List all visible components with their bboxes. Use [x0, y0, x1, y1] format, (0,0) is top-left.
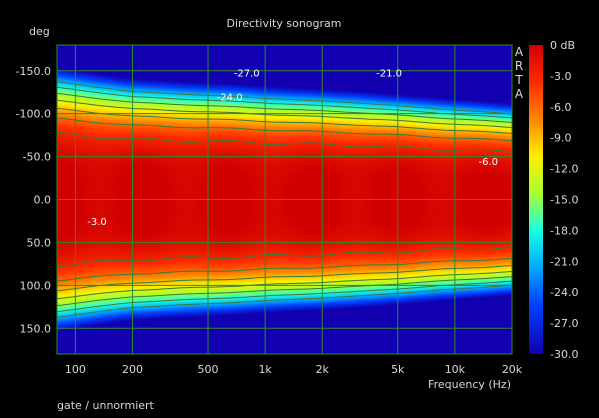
- brand-letter: T: [514, 73, 523, 87]
- colorbar-label: -15.0: [550, 194, 578, 207]
- x-axis-label: Frequency (Hz): [428, 378, 511, 391]
- colorbar-label: -30.0: [550, 348, 578, 361]
- contour-value-label: -24.0: [217, 93, 243, 104]
- brand-letter: A: [515, 45, 524, 59]
- x-tick-label: 100: [65, 363, 86, 376]
- colorbar-label: -18.0: [550, 224, 578, 237]
- contour-value-label: -27.0: [234, 68, 260, 79]
- chart-title: Directivity sonogram: [226, 17, 341, 30]
- y-axis-ticks: -150.0 -100.0 -50.0 0.0 50.0 100.0 150.0: [16, 65, 51, 336]
- x-tick-label: 1k: [258, 363, 272, 376]
- footer-note: gate / unnormiert: [57, 399, 155, 412]
- y-tick-label: 150.0: [20, 322, 52, 335]
- colorbar-label: -3.0: [550, 70, 571, 83]
- colorbar-label: -27.0: [550, 317, 578, 330]
- colorbar-label: -24.0: [550, 286, 578, 299]
- x-tick-label: 500: [198, 363, 219, 376]
- x-axis-ticks: 100 200 500 1k 2k 5k 10k 20k: [65, 363, 523, 376]
- x-tick-label: 20k: [502, 363, 523, 376]
- y-tick-label: 100.0: [20, 279, 52, 292]
- contour-value-label: -21.0: [376, 68, 402, 79]
- x-tick-label: 10k: [445, 363, 466, 376]
- brand-letter: R: [515, 59, 523, 73]
- colorbar-label: 0 dB: [550, 39, 575, 52]
- y-tick-label: 0.0: [34, 194, 52, 207]
- colorbar-label: -6.0: [550, 101, 571, 114]
- colorbar-labels: 0 dB -3.0 -6.0 -9.0 -12.0 -15.0 -18.0 -21.0 -24.…: [550, 39, 578, 361]
- y-tick-label: -100.0: [16, 108, 51, 121]
- colorbar-label: -21.0: [550, 255, 578, 268]
- y-tick-label: 50.0: [27, 236, 52, 249]
- y-tick-label: -150.0: [16, 65, 51, 78]
- contour-value-label: -3.0: [87, 217, 107, 228]
- y-tick-label: -50.0: [23, 151, 51, 164]
- x-tick-label: 5k: [391, 363, 405, 376]
- x-tick-label: 200: [122, 363, 143, 376]
- brand-letter: A: [515, 87, 524, 101]
- contour-value-label: -6.0: [479, 157, 499, 168]
- colorbar-scale: [529, 45, 543, 354]
- colorbar-label: -12.0: [550, 163, 578, 176]
- x-tick-label: 2k: [316, 363, 330, 376]
- plot-frame: [56, 44, 513, 355]
- y-axis-label: deg: [29, 25, 50, 38]
- contour-labels: -27.0 -24.0 -21.0 -6.0 -3.0: [87, 68, 498, 227]
- colorbar-label: -9.0: [550, 132, 571, 145]
